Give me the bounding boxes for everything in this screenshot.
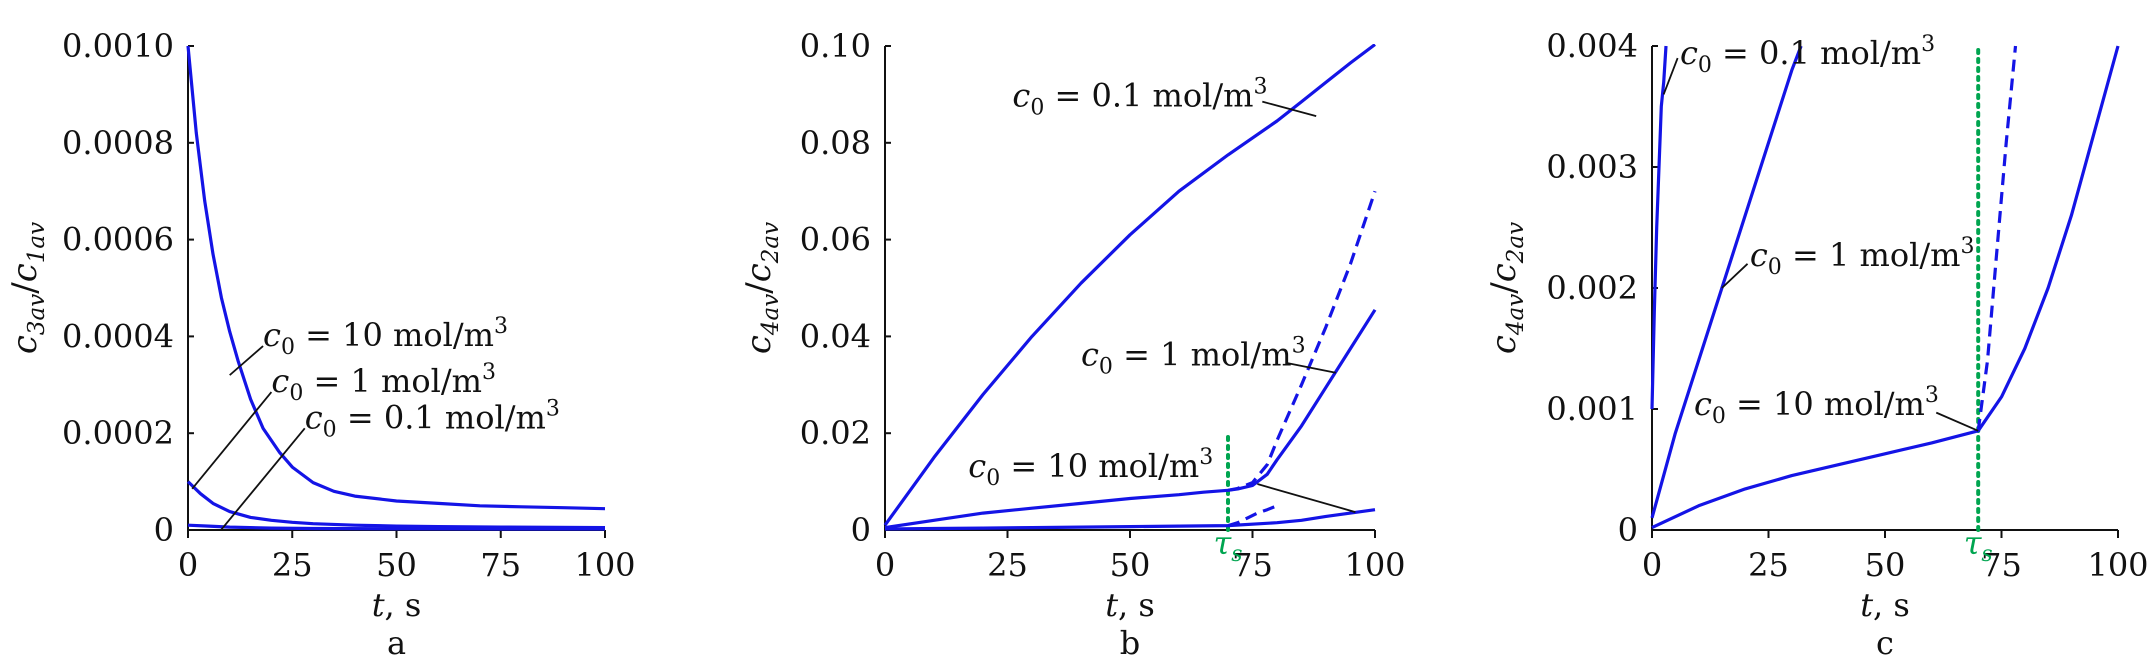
x-tick-label: 0	[178, 546, 198, 584]
panel-b: 0 25 50 75 100 0 0.02 0.04 0.06 0.08 0.10 t, sb c4av…	[739, 27, 1406, 662]
x-axis-label: t, s	[1105, 586, 1155, 624]
annotation-leader-line	[1662, 57, 1679, 95]
panel-sublabel: a	[387, 624, 406, 662]
x-tick-label: 100	[574, 546, 635, 584]
y-tick-label: 0.0002	[62, 414, 174, 452]
series-annotation-label: c0 = 0.1 mol/m3	[1012, 75, 1267, 121]
x-tick-label: 75	[480, 546, 521, 584]
y-axis-label: c4av/c2av	[1484, 222, 1529, 354]
y-tick-label: 0	[154, 511, 174, 549]
annotation-leader-line	[220, 427, 306, 531]
panel-a: 0 25 50 75 100 0 0.0002 0.0004 0.0006 0.0008 0.001…	[5, 27, 636, 662]
annotation-leader-line	[1286, 362, 1336, 374]
x-tick-label: 100	[2087, 546, 2148, 584]
series-line	[1976, 45, 2018, 432]
annotation-leader-line	[191, 391, 273, 490]
annotation-leader-line	[229, 345, 264, 376]
x-tick-label: 25	[1748, 546, 1789, 584]
y-axis-label: c4av/c2av	[739, 222, 784, 354]
y-tick-label: 0.0004	[62, 317, 174, 355]
x-tick-label: 100	[1344, 546, 1405, 584]
series-line	[884, 508, 1376, 531]
y-tick-label: 0.003	[1546, 148, 1638, 186]
x-tick-label: 75	[1981, 546, 2022, 584]
x-tick-label: 75	[1232, 546, 1273, 584]
y-tick-label: 0.04	[800, 317, 871, 355]
y-tick-label: 0.004	[1546, 27, 1638, 65]
series-annotation-label: c0 = 10 mol/m3	[263, 314, 508, 360]
annotation-leader-line	[1262, 100, 1317, 118]
x-tick-label: 50	[376, 546, 417, 584]
y-tick-label: 0.02	[800, 414, 871, 452]
series-annotation-label: c0 = 1 mol/m3	[271, 360, 496, 406]
annotation-leader-line	[1257, 483, 1356, 513]
series-annotation-label: c0 = 10 mol/m3	[968, 445, 1213, 491]
panel-sublabel: c	[1876, 624, 1894, 662]
panel-c: 0 25 50 75 100 0 0.001 0.002 0.003 0.004 t, sc c4av…	[1484, 27, 2149, 662]
y-axis-label: c3av/c1av	[5, 222, 50, 354]
series-line	[1651, 45, 2120, 530]
y-tick-label: 0.0008	[62, 124, 174, 162]
y-tick-label: 0	[1618, 511, 1638, 549]
y-tick-label: 0.06	[800, 221, 871, 259]
x-tick-label: 50	[1110, 546, 1151, 584]
x-tick-label: 0	[875, 546, 895, 584]
series-line	[883, 44, 1376, 527]
x-tick-label: 50	[1865, 546, 1906, 584]
y-tick-label: 0.10	[800, 27, 871, 65]
annotation-leader-line	[1935, 411, 1979, 432]
series-line	[1650, 45, 1803, 519]
series-annotation-label: c0 = 1 mol/m3	[1081, 333, 1306, 379]
series-line	[186, 480, 606, 530]
tau-s-label: τs	[1214, 524, 1243, 567]
series-line	[1227, 504, 1278, 528]
series-annotation-label: c0 = 0.1 mol/m3	[305, 396, 560, 442]
panel-sublabel: b	[1120, 624, 1140, 662]
x-tick-label: 25	[272, 546, 313, 584]
series-annotation-label: c0 = 1 mol/m3	[1750, 234, 1975, 280]
tau-s-label: τs	[1964, 524, 1993, 567]
y-tick-label: 0.08	[800, 124, 871, 162]
x-axis-label: t, s	[372, 586, 422, 624]
series-annotation-label: c0 = 10 mol/m3	[1694, 383, 1939, 429]
x-tick-label: 0	[1642, 546, 1662, 584]
y-tick-label: 0.001	[1546, 390, 1638, 428]
y-tick-label: 0.0010	[62, 27, 174, 65]
x-axis-label: t, s	[1860, 586, 1910, 624]
annotation-leader-line	[1721, 263, 1749, 289]
x-tick-label: 25	[987, 546, 1028, 584]
y-tick-label: 0	[851, 511, 871, 549]
y-tick-label: 0.0006	[62, 221, 174, 259]
series-line	[1650, 45, 1668, 410]
y-tick-label: 0.002	[1546, 269, 1638, 307]
series-line	[186, 45, 606, 511]
series-line	[187, 523, 605, 531]
series-annotation-label: c0 = 0.1 mol/m3	[1680, 32, 1935, 78]
